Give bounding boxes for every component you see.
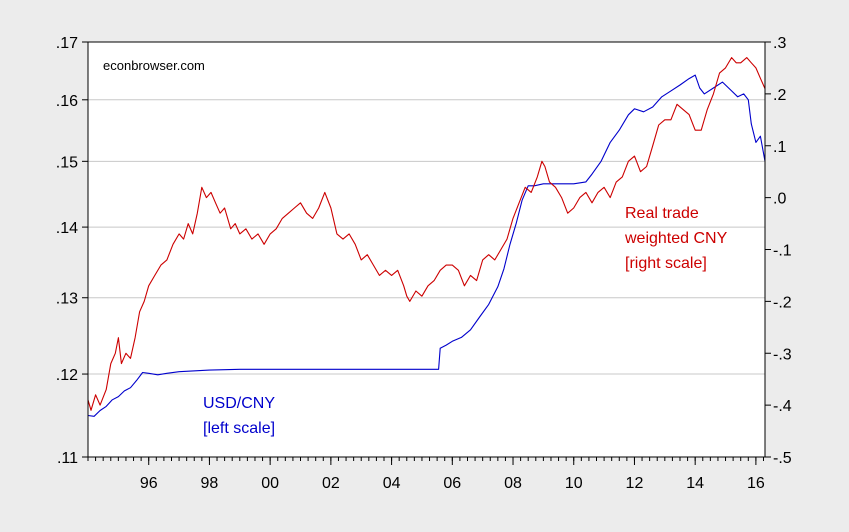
left-axis: .11 .12 .13 .14 .15 .16 .17 (56, 35, 88, 467)
x-tick-label: 12 (626, 475, 644, 492)
x-tick-label: 16 (747, 475, 765, 492)
usd-cny-line (87, 74, 766, 417)
left-tick-label: .12 (56, 367, 78, 384)
right-tick-label: -.2 (773, 294, 792, 311)
right-tick-label: .1 (773, 139, 786, 156)
right-tick-label: .3 (773, 35, 786, 52)
left-tick-label: .13 (56, 291, 78, 308)
left-tick-label: .14 (56, 220, 78, 237)
x-tick-label: 98 (201, 475, 219, 492)
x-tick-label: 06 (443, 475, 461, 492)
x-tick-label: 02 (322, 475, 340, 492)
gridlines (88, 99, 765, 375)
x-tick-label: 08 (504, 475, 522, 492)
watermark: econbrowser.com (103, 58, 205, 73)
left-tick-label: .17 (56, 35, 78, 52)
usd-cny-annotation: USD/CNY [left scale] (203, 395, 279, 437)
x-tick-label: 14 (686, 475, 704, 492)
series-layer (87, 57, 766, 417)
right-tick-label: -.4 (773, 398, 792, 415)
x-tick-label: 04 (383, 475, 401, 492)
x-axis: 96 98 00 02 04 06 08 10 12 14 16 (87, 457, 765, 492)
right-axis: .3 .2 .1 .0 -.1 -.2 -.3 -.4 -.5 (765, 35, 792, 467)
x-tick-label: 00 (261, 475, 279, 492)
real-trade-weighted-cny-line (87, 57, 766, 411)
real-cny-annotation-line-3: [right scale] (625, 255, 707, 272)
real-cny-annotation-line-1: Real trade (625, 205, 699, 222)
right-tick-label: -.3 (773, 346, 792, 363)
left-tick-label: .16 (56, 93, 78, 110)
usd-cny-annotation-line-2: [left scale] (203, 420, 275, 437)
x-tick-label: 10 (565, 475, 583, 492)
right-tick-label: .2 (773, 87, 786, 104)
right-tick-label: .0 (773, 191, 786, 208)
x-tick-label: 96 (140, 475, 158, 492)
left-tick-label: .15 (56, 154, 78, 171)
left-tick-label: .11 (57, 450, 78, 467)
real-cny-annotation: Real trade weighted CNY [right scale] (624, 205, 731, 272)
right-tick-label: -.1 (773, 243, 792, 260)
real-cny-annotation-line-2: weighted CNY (624, 230, 728, 247)
plot-area (88, 42, 765, 457)
right-tick-label: -.5 (773, 450, 792, 467)
usd-cny-annotation-line-1: USD/CNY (203, 395, 275, 412)
